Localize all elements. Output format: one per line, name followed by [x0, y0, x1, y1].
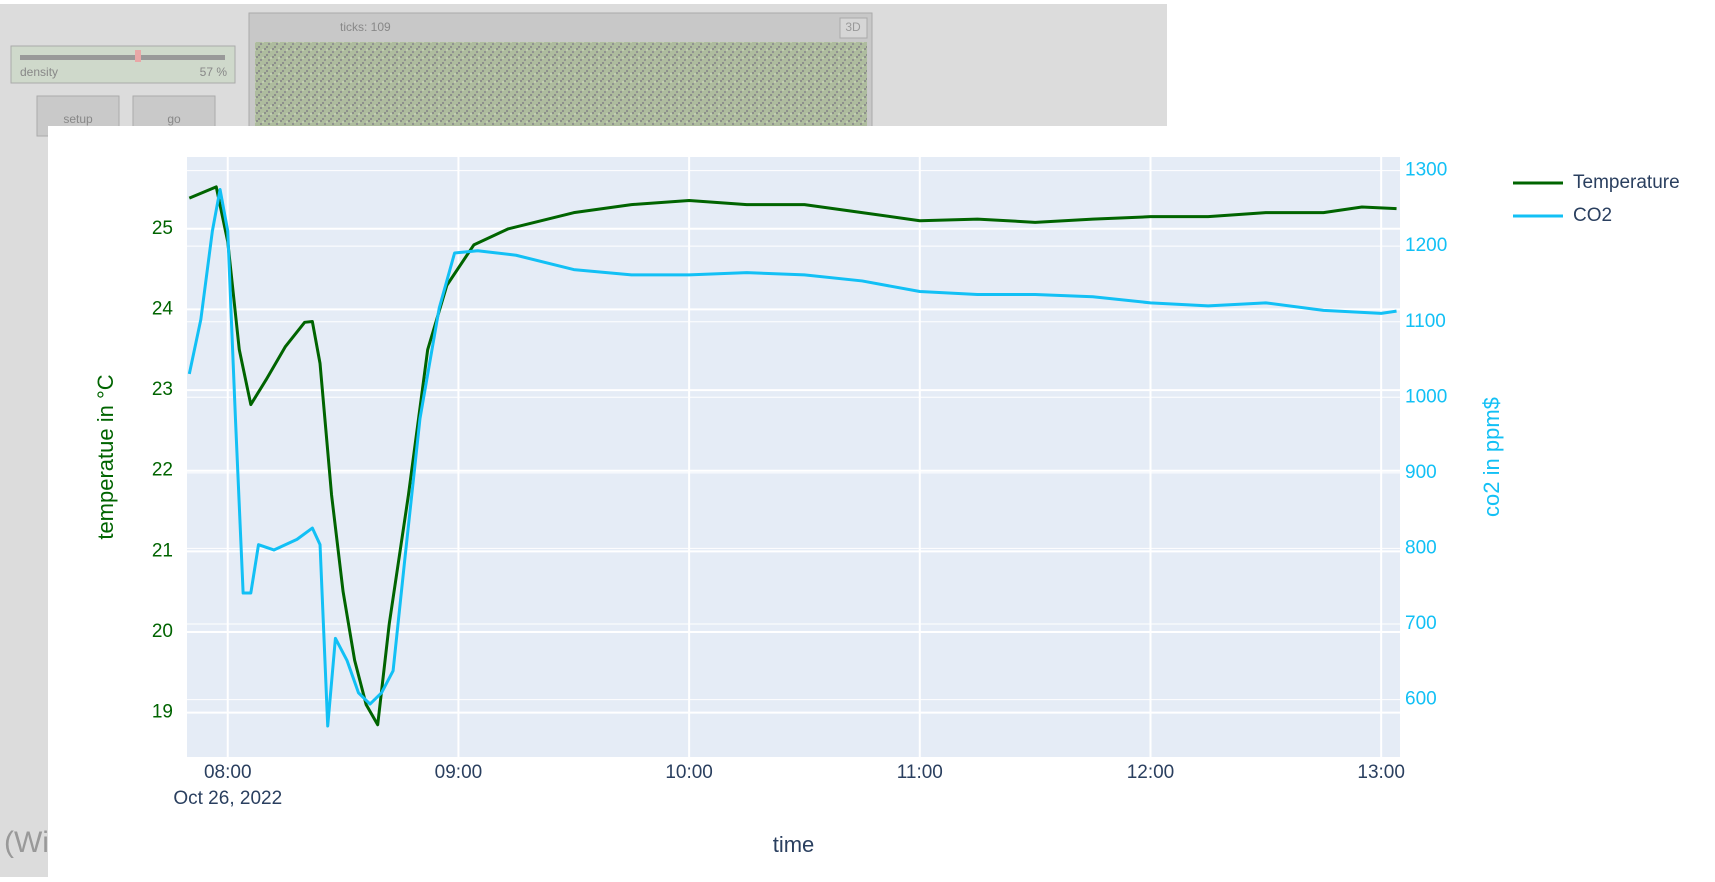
y-axis-title: temperatue in °C [93, 374, 118, 539]
screen: density 57 % setup go ticks: 109 3D (Wi … [0, 0, 1715, 877]
world-view [255, 42, 867, 128]
x-tick-label: 12:00 [1127, 762, 1175, 783]
slider-track [20, 55, 225, 60]
y2-tick-label: 1000 [1405, 386, 1447, 407]
y2-tick-label: 700 [1405, 613, 1437, 634]
y2-tick-label: 800 [1405, 537, 1437, 558]
y2-tick-label: 1100 [1405, 311, 1446, 332]
x-tick-label: 09:00 [435, 762, 483, 783]
y2-tick-label: 1200 [1405, 235, 1447, 256]
slider-label: density [20, 65, 58, 79]
y-tick-label: 25 [152, 218, 173, 239]
slider-thumb[interactable] [135, 50, 141, 62]
x-tick-label: 08:00 [204, 762, 252, 783]
y-tick-label: 19 [152, 702, 173, 723]
y-tick-label: 24 [152, 298, 174, 319]
x-tick-label: 11:00 [897, 762, 943, 783]
page: density 57 % setup go ticks: 109 3D (Wi … [0, 0, 1715, 882]
y2-tick-label: 1300 [1405, 160, 1447, 181]
y-tick-label: 23 [152, 379, 173, 400]
setup-label: setup [63, 112, 93, 126]
y-tick-label: 22 [152, 460, 173, 481]
slider-value: 57 % [200, 65, 228, 79]
legend-label: Temperature [1573, 172, 1680, 193]
plot-area [187, 157, 1400, 757]
legend-label: CO2 [1573, 205, 1612, 226]
go-label: go [167, 112, 181, 126]
y-tick-label: 20 [152, 621, 173, 642]
y2-tick-label: 900 [1405, 462, 1437, 483]
x-tick-label: 13:00 [1357, 762, 1405, 783]
y2-tick-label: 600 [1405, 689, 1437, 710]
y-tick-label: 21 [152, 540, 173, 561]
x-date-label: Oct 26, 2022 [173, 788, 282, 809]
view-3d-label: 3D [845, 20, 861, 34]
view-ticks: ticks: 109 [340, 20, 391, 34]
y2-axis-title: co2 in ppm$ [1479, 397, 1504, 517]
side-text: (Wi [4, 826, 49, 859]
x-tick-label: 10:00 [665, 762, 713, 783]
x-axis-title: time [773, 832, 815, 857]
